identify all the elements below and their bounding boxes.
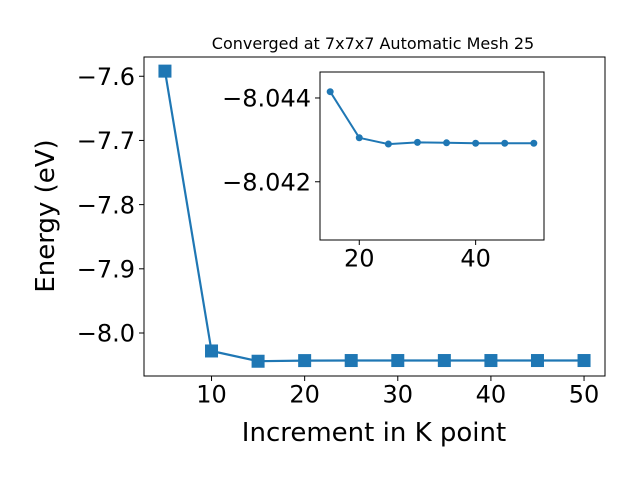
y-tick-label: −7.9 [77,255,135,283]
x-tick-label: 40 [476,381,507,409]
x-tick-label: 20 [289,381,320,409]
x-tick-label: 20 [344,245,375,273]
main-plot-frame [143,56,606,377]
inset-data-point [326,88,334,96]
y-tick-label: −7.6 [77,63,135,91]
inset-background [320,72,544,240]
y-tick-label: −7.7 [77,127,135,155]
inset-series-line [329,91,534,146]
inset-series [326,88,538,148]
main-series [158,64,591,368]
main-data-point [484,354,498,368]
main-data-point [205,344,219,358]
y-tick-label: −8.0 [77,320,135,348]
main-series-line [163,70,584,363]
x-tick-label: 10 [196,381,227,409]
inset-data-point [355,134,363,142]
y-tick-label: −7.8 [77,191,135,219]
inset-data-point [472,139,480,147]
x-tick-label: 30 [383,381,414,409]
y-tick-label: −8.044 [222,85,311,113]
inset-plot-frame [319,71,545,241]
x-axis-title: Increment in K point [242,418,506,448]
x-tick-label: 40 [460,245,491,273]
main-data-point [344,354,358,368]
main-data-point [298,354,312,368]
main-data-point [158,64,172,78]
main-data-point [530,354,544,368]
inset-data-point [413,138,421,146]
main-data-point [251,354,265,368]
main-data-point [577,354,591,368]
main-data-point [437,354,451,368]
main-ticks: 10 20 30 40 50 −7.6 −7.7 −7.8 −7.9 −8.0 [77,63,600,409]
inset-data-point [501,139,509,147]
main-data-point [391,354,405,368]
y-axis-title: Energy (eV) [31,139,61,292]
inset-data-point [384,140,392,148]
inset-data-point [443,139,451,147]
x-tick-label: 50 [569,381,600,409]
inset-ticks: 20 40 −8.044 −8.042 [222,85,491,273]
inset-data-point [530,139,538,147]
chart-title: Converged at 7x7x7 Automatic Mesh 25 [212,34,534,53]
y-tick-label: −8.042 [222,168,311,196]
